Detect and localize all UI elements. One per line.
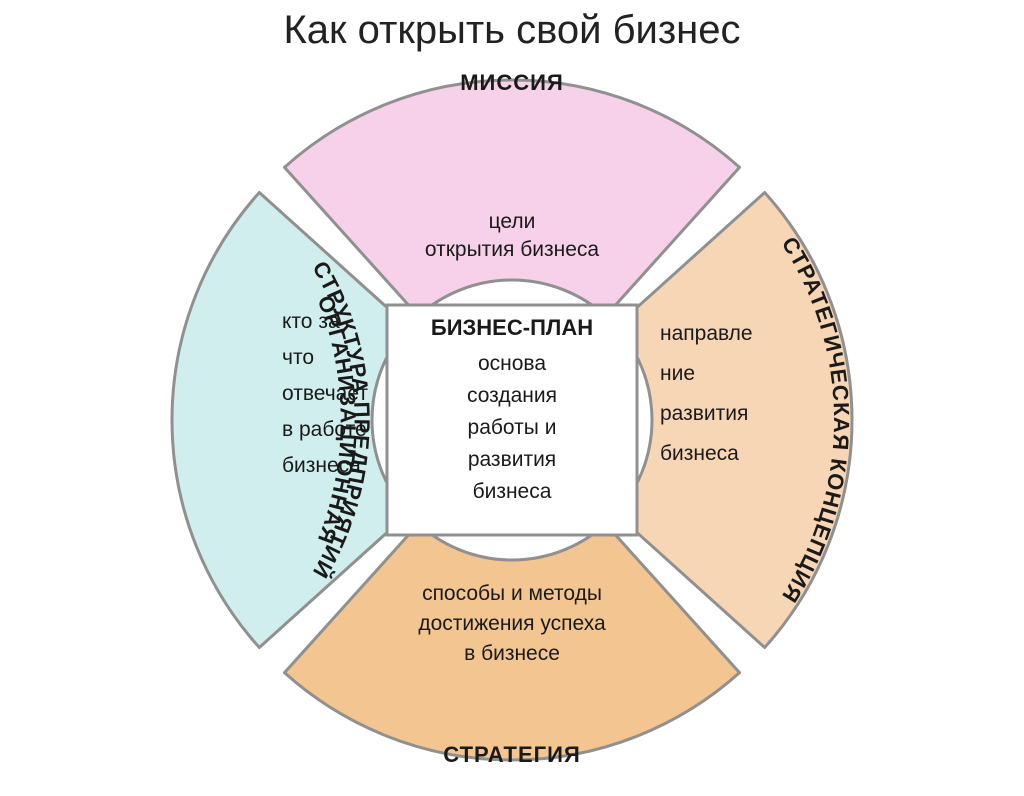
center-title: БИЗНЕС-ПЛАН [431,315,593,340]
diagram-stage: Как открыть свой бизнес БИЗНЕС-ПЛАН основ… [0,0,1024,796]
page-title: Как открыть свой бизнес [0,8,1024,53]
segment-right-body: развития [660,402,748,425]
center-body-line: развития [468,448,556,471]
segment-bottom-label: СТРАТЕГИЯ [443,742,581,767]
center-body-line: основа [478,352,546,375]
segment-right-body: бизнеса [660,442,739,465]
segment-bottom-body: достижения успеха [418,612,606,635]
center-body-line: бизнеса [473,480,552,503]
segment-left-body: что [282,346,314,369]
center-body-line: работы и [468,416,557,439]
segment-top-label: МИССИЯ [460,70,564,95]
center-body-line: создания [467,384,557,407]
segment-top-body: открытия бизнеса [425,238,600,261]
segment-right-body: ние [660,362,695,385]
segment-right-body: направле [660,322,753,345]
segment-bottom-body: в бизнесе [464,642,560,665]
segment-top-body: цели [489,210,536,233]
segment-bottom-body: способы и методы [422,582,602,605]
radial-diagram: БИЗНЕС-ПЛАН основа создания работы и развити… [162,60,862,780]
